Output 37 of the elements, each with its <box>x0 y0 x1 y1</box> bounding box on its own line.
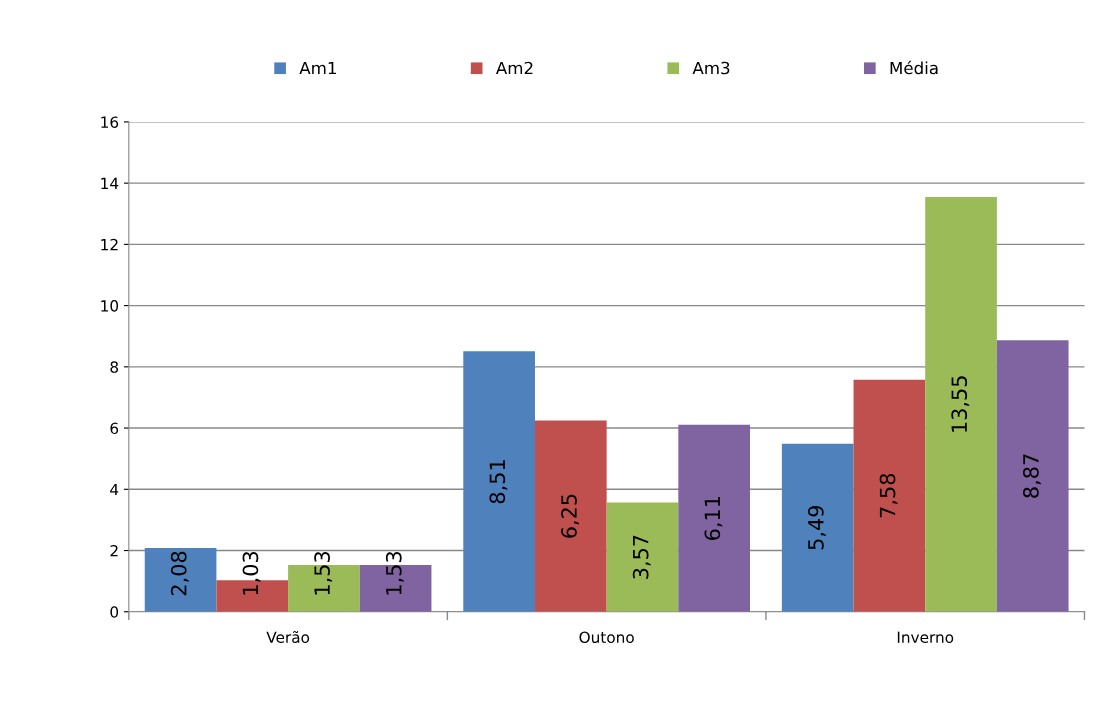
y-tick-label: 6 <box>110 422 119 435</box>
x-tick-label: Verão <box>266 630 310 644</box>
y-tick-label: 8 <box>110 361 119 373</box>
data-label: 8,87 <box>1023 454 1041 498</box>
bar <box>925 196 997 612</box>
bar <box>144 548 217 612</box>
bar <box>853 379 926 612</box>
legend-label: Am1 <box>299 61 336 75</box>
y-tick-label: 12 <box>101 238 118 251</box>
data-label: 3,57 <box>632 535 651 579</box>
data-label: 5,49 <box>807 505 826 550</box>
data-label: 8,51 <box>489 460 508 504</box>
data-label: 2,08 <box>170 551 189 596</box>
x-tick-label: Inverno <box>897 631 954 644</box>
data-label: 6,25 <box>561 494 579 538</box>
y-tick-label: 14 <box>101 177 119 189</box>
y-tick-label: 10 <box>101 300 119 312</box>
y-tick-label: 2 <box>110 544 118 557</box>
bar <box>463 351 535 612</box>
legend-label: Am3 <box>692 61 730 75</box>
data-label: 13,55 <box>951 376 970 432</box>
bar <box>606 502 679 612</box>
data-label: 7,58 <box>879 473 898 518</box>
data-label: 1,53 <box>385 551 404 595</box>
data-label: 6,11 <box>704 496 723 540</box>
bar <box>781 443 854 612</box>
data-label: 1,53 <box>314 551 333 595</box>
y-tick-label: 4 <box>110 483 119 496</box>
bar <box>534 420 607 612</box>
legend-label: Am2 <box>495 61 533 75</box>
y-tick-label: 0 <box>110 606 119 618</box>
y-tick-label: 16 <box>101 116 119 128</box>
bar <box>996 340 1069 612</box>
data-label: 1,03 <box>242 551 261 595</box>
legend-label: Média <box>890 60 938 75</box>
bar <box>678 424 750 612</box>
x-tick-label: Outono <box>579 631 634 644</box>
